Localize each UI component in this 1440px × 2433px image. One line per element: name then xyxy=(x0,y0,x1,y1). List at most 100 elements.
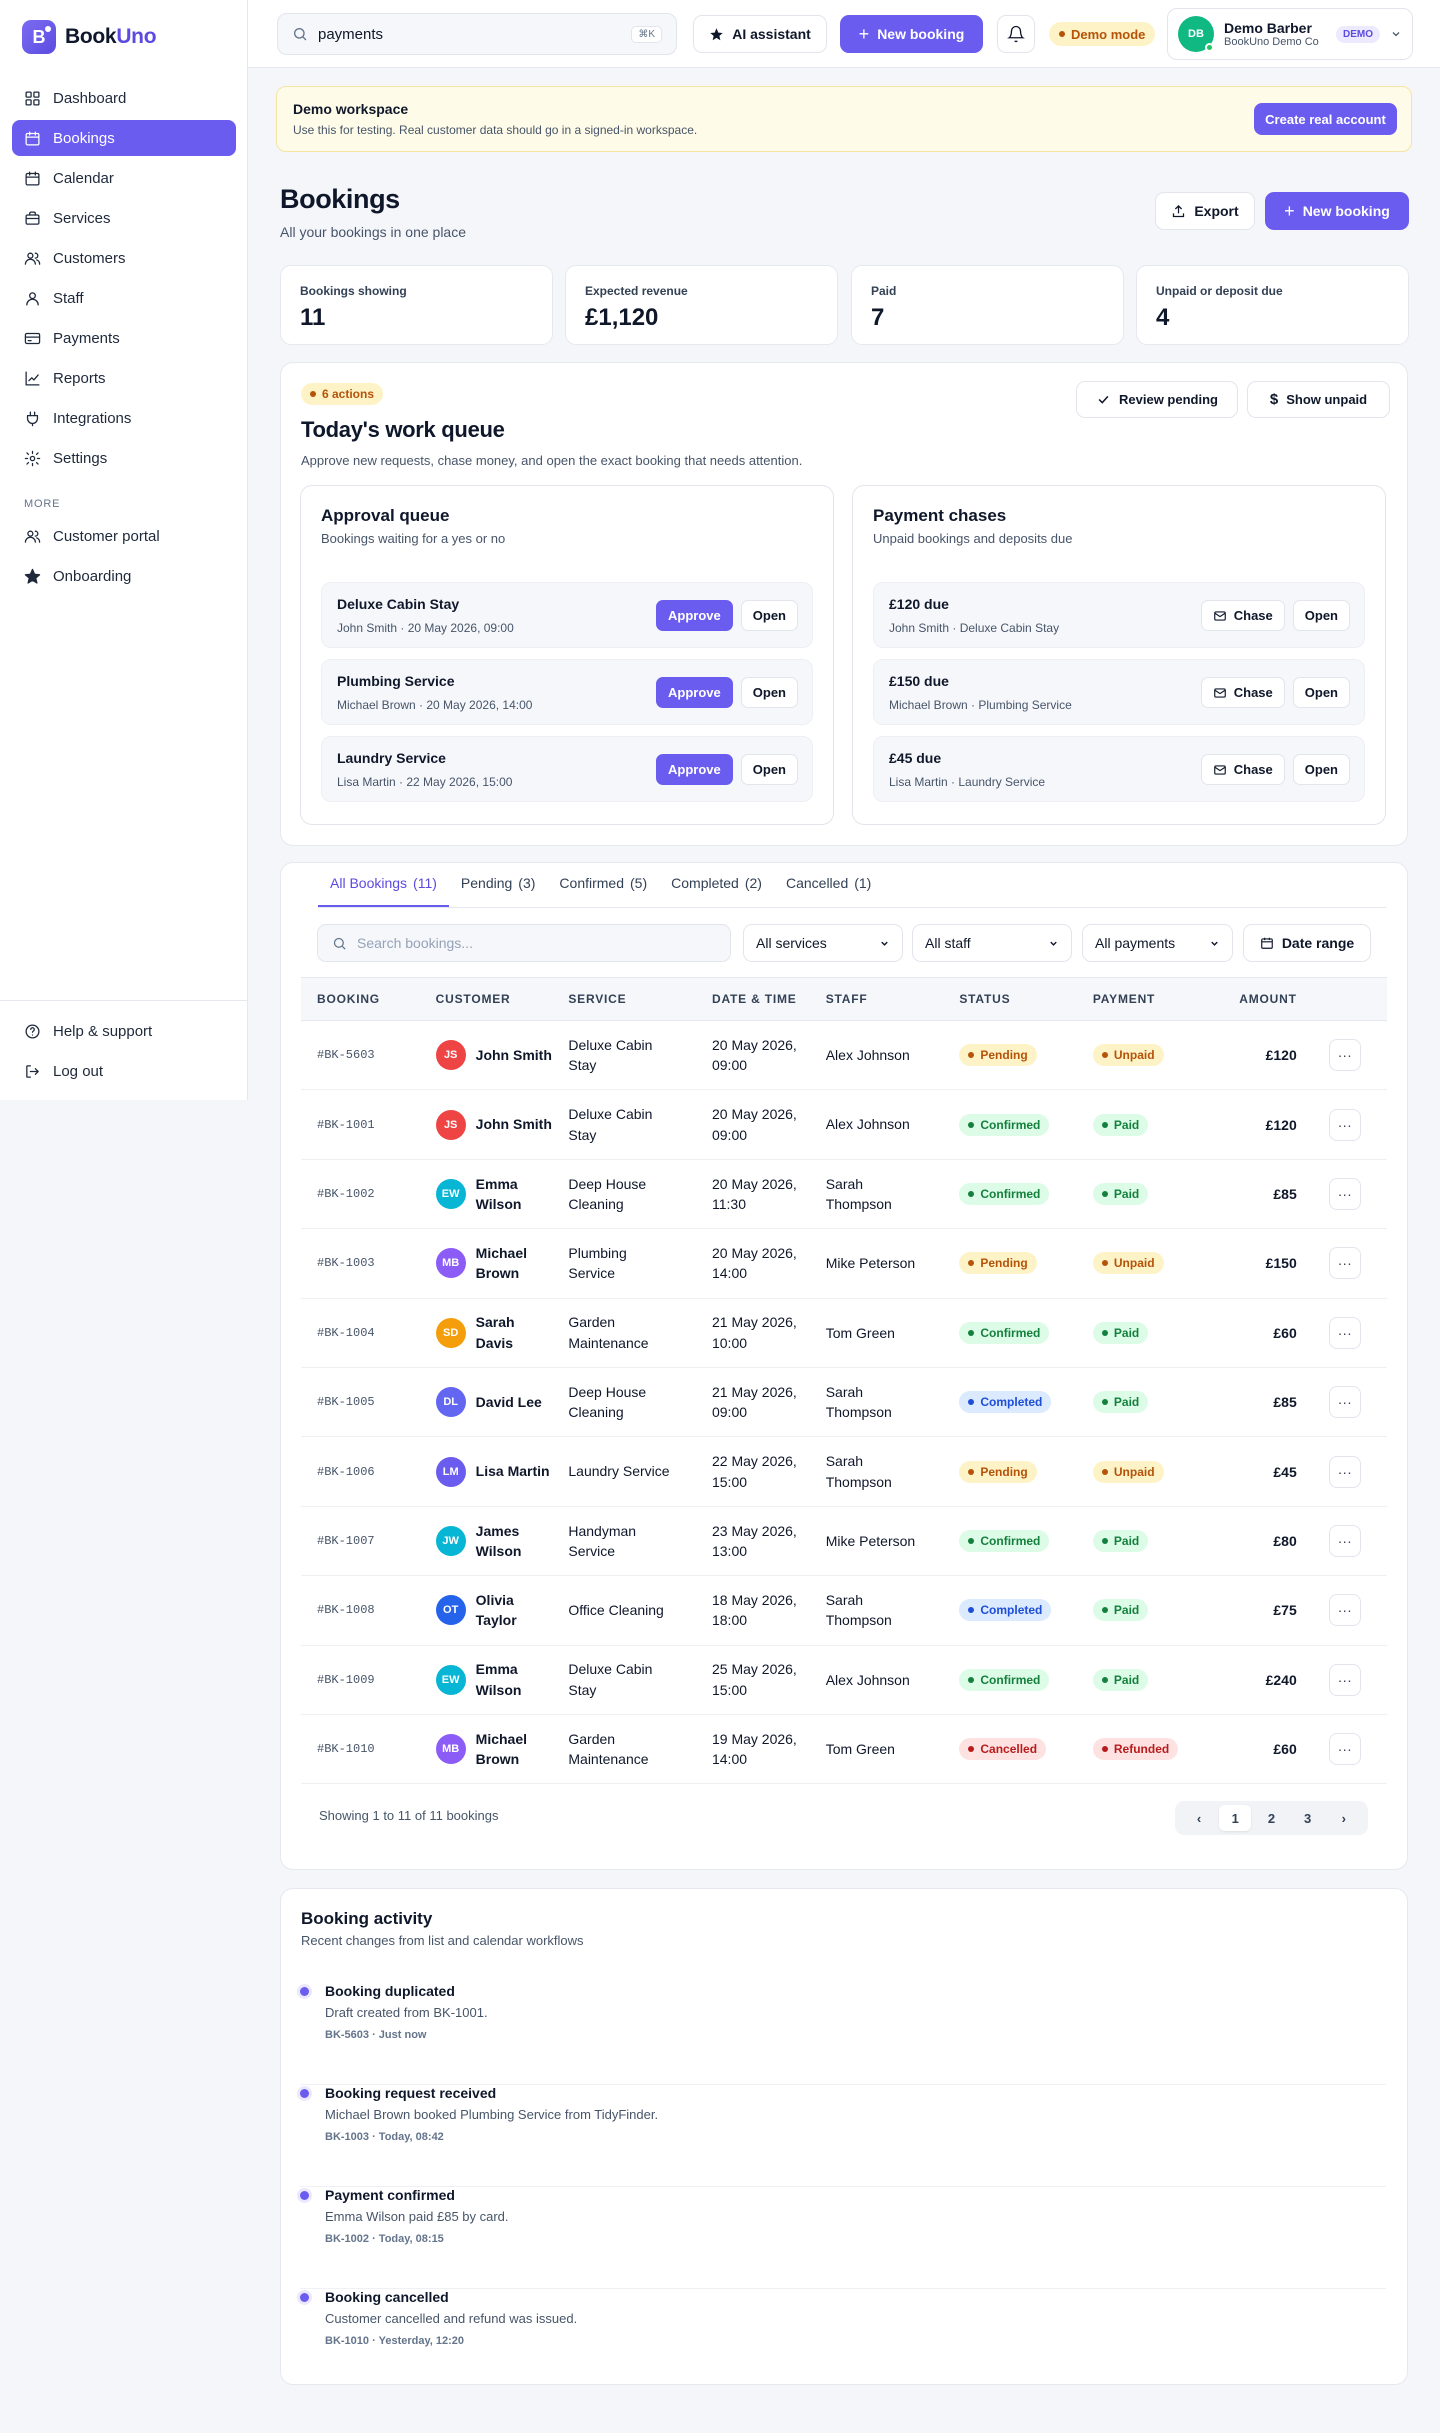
row-menu-button[interactable]: ··· xyxy=(1328,1039,1361,1072)
row-menu-button[interactable]: ··· xyxy=(1328,1177,1361,1210)
check-icon xyxy=(1098,395,1109,404)
table-row[interactable]: #BK-1007 JW James Wilson Handyman Service… xyxy=(301,1506,1387,1577)
plug-icon xyxy=(26,410,39,426)
status-badge: Pending xyxy=(959,1460,1037,1483)
bookings-search[interactable]: Search bookings... xyxy=(317,924,731,962)
row-menu-button[interactable]: ··· xyxy=(1328,1524,1361,1557)
next-page-button[interactable]: › xyxy=(1341,1810,1347,1826)
sidebar-item-label: Onboarding xyxy=(53,567,132,585)
booking-id[interactable]: #BK-1005 xyxy=(301,1367,420,1438)
tab-pending[interactable]: Pending (3) xyxy=(460,875,536,891)
approval-item-title: Plumbing Service xyxy=(337,673,455,689)
sidebar-item-reports[interactable]: Reports xyxy=(12,360,236,396)
booking-id[interactable]: #BK-1007 xyxy=(301,1506,420,1577)
chase-button[interactable]: Chase xyxy=(1200,754,1285,785)
sidebar-item-bookings[interactable]: Bookings xyxy=(12,120,236,156)
booking-id[interactable]: #BK-1004 xyxy=(301,1298,420,1368)
booking-id[interactable]: #BK-1010 xyxy=(301,1714,420,1785)
sidebar-item-log-out[interactable]: Log out xyxy=(12,1053,235,1089)
sidebar-item-onboarding[interactable]: Onboarding xyxy=(12,558,236,594)
staff-filter[interactable]: All staff xyxy=(912,924,1072,962)
bookings-search-input[interactable]: Search bookings... xyxy=(357,935,473,951)
booking-id[interactable]: #BK-1002 xyxy=(301,1159,420,1230)
payment-chase-sub: Michael Brown · Plumbing Service xyxy=(889,698,1072,712)
page-button-1[interactable]: 1 xyxy=(1219,1805,1252,1831)
row-menu-button[interactable]: ··· xyxy=(1328,1386,1361,1419)
row-menu-button[interactable]: ··· xyxy=(1328,1663,1361,1696)
approval-item-title: Laundry Service xyxy=(337,750,446,766)
sidebar-item-services[interactable]: Services xyxy=(12,200,236,236)
page-button-3[interactable]: 3 xyxy=(1304,1810,1312,1826)
approve-button[interactable]: Approve xyxy=(656,600,733,631)
brand[interactable]: B BookUno xyxy=(22,20,157,54)
new-booking-top-button[interactable]: + New booking xyxy=(840,15,983,53)
tab-completed[interactable]: Completed (2) xyxy=(671,875,762,891)
table-header: BOOKING CUSTOMER SERVICE DATE & TIME STAFF ST… xyxy=(301,977,1387,1021)
table-row[interactable]: #BK-5603 JS John Smith Deluxe Cabin Stay … xyxy=(301,1020,1387,1091)
sidebar-item-help-support[interactable]: Help & support xyxy=(12,1013,235,1049)
tab-cancelled[interactable]: Cancelled (1) xyxy=(785,875,872,891)
payments-filter[interactable]: All payments xyxy=(1082,924,1233,962)
sidebar-item-integrations[interactable]: Integrations xyxy=(12,400,236,436)
sidebar-item-calendar[interactable]: Calendar xyxy=(12,160,236,196)
booking-id[interactable]: #BK-5603 xyxy=(301,1020,420,1091)
prev-page-button[interactable]: ‹ xyxy=(1196,1810,1202,1826)
activity-item: Booking request received Michael Brown b… xyxy=(300,2085,1386,2187)
date-range-button[interactable]: Date range xyxy=(1243,924,1371,962)
open-button[interactable]: Open xyxy=(740,754,798,785)
approve-button[interactable]: Approve xyxy=(656,754,733,785)
table-row[interactable]: #BK-1008 OT Olivia Taylor Office Cleaning… xyxy=(301,1575,1387,1646)
export-button[interactable]: Export xyxy=(1155,192,1255,230)
show-unpaid-button[interactable]: $ Show unpaid xyxy=(1247,381,1390,418)
booking-id[interactable]: #BK-1003 xyxy=(301,1228,420,1299)
approve-button[interactable]: Approve xyxy=(656,677,733,708)
table-row[interactable]: #BK-1002 EW Emma Wilson Deep House Cleani… xyxy=(301,1159,1387,1230)
tab-all-bookings[interactable]: All Bookings (11) xyxy=(318,875,449,907)
status-badge: Pending xyxy=(959,1252,1037,1275)
sidebar-item-payments[interactable]: Payments xyxy=(12,320,236,356)
row-menu-button[interactable]: ··· xyxy=(1328,1108,1361,1141)
table-row[interactable]: #BK-1006 LM Lisa Martin Laundry Service 2… xyxy=(301,1436,1387,1507)
tab-confirmed[interactable]: Confirmed (5) xyxy=(559,875,648,891)
booking-id[interactable]: #BK-1001 xyxy=(301,1089,420,1160)
payment-badge: Refunded xyxy=(1092,1738,1179,1761)
row-menu-button[interactable]: ··· xyxy=(1328,1247,1361,1280)
sidebar-item-customer-portal[interactable]: Customer portal xyxy=(12,518,236,554)
row-menu-button[interactable]: ··· xyxy=(1328,1316,1361,1349)
open-button[interactable]: Open xyxy=(1292,677,1350,708)
sidebar-item-dashboard[interactable]: Dashboard xyxy=(12,80,236,116)
page-button-2[interactable]: 2 xyxy=(1267,1810,1276,1826)
global-search-input[interactable]: payments xyxy=(318,25,384,43)
global-search[interactable]: payments ⌘K xyxy=(277,13,677,55)
row-menu-button[interactable]: ··· xyxy=(1328,1594,1361,1627)
table-row[interactable]: #BK-1004 SD Sarah Davis Garden Maintenanc… xyxy=(301,1298,1387,1368)
sidebar-item-label: Help & support xyxy=(53,1022,153,1040)
table-row[interactable]: #BK-1010 MB Michael Brown Garden Maintena… xyxy=(301,1714,1387,1785)
chase-button[interactable]: Chase xyxy=(1200,677,1285,708)
services-filter[interactable]: All services xyxy=(743,924,903,962)
table-row[interactable]: #BK-1001 JS John Smith Deluxe Cabin Stay … xyxy=(301,1089,1387,1160)
create-account-button[interactable]: Create real account xyxy=(1254,103,1397,135)
open-button[interactable]: Open xyxy=(1292,754,1350,785)
notifications-button[interactable] xyxy=(997,15,1035,53)
booking-id[interactable]: #BK-1009 xyxy=(301,1645,420,1715)
table-row[interactable]: #BK-1003 MB Michael Brown Plumbing Servic… xyxy=(301,1228,1387,1299)
row-menu-button[interactable]: ··· xyxy=(1328,1733,1361,1766)
table-row[interactable]: #BK-1005 DL David Lee Deep House Cleaning… xyxy=(301,1367,1387,1438)
open-button[interactable]: Open xyxy=(740,677,798,708)
booking-id[interactable]: #BK-1008 xyxy=(301,1575,420,1646)
new-booking-button[interactable]: + New booking xyxy=(1265,192,1409,230)
open-button[interactable]: Open xyxy=(1292,600,1350,631)
chase-button[interactable]: Chase xyxy=(1200,600,1285,631)
review-pending-button[interactable]: Review pending xyxy=(1076,381,1238,418)
table-row[interactable]: #BK-1009 EW Emma Wilson Deluxe Cabin Stay… xyxy=(301,1645,1387,1715)
sidebar-item-staff[interactable]: Staff xyxy=(12,280,236,316)
sidebar-item-customers[interactable]: Customers xyxy=(12,240,236,276)
payment-badge: Paid xyxy=(1092,1113,1149,1136)
user-menu[interactable]: DB Demo Barber BookUno Demo Co DEMO xyxy=(1167,8,1413,60)
open-button[interactable]: Open xyxy=(740,600,798,631)
sidebar-item-settings[interactable]: Settings xyxy=(12,440,236,476)
booking-id[interactable]: #BK-1006 xyxy=(301,1436,420,1507)
row-menu-button[interactable]: ··· xyxy=(1328,1455,1361,1488)
ai-assistant-button[interactable]: AI assistant xyxy=(693,15,827,53)
